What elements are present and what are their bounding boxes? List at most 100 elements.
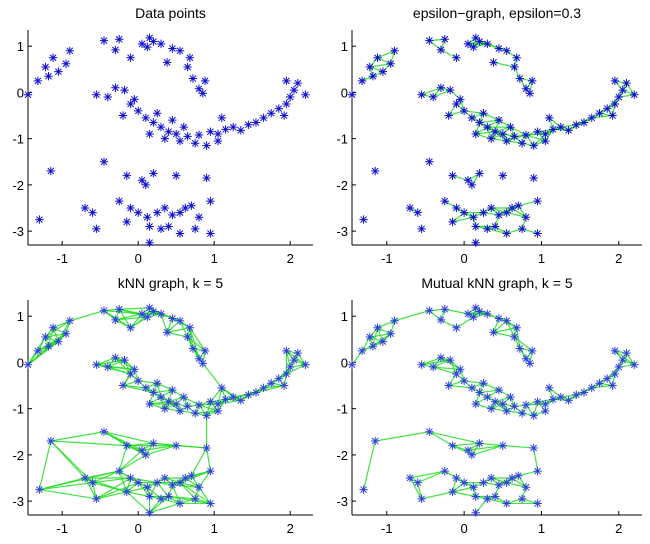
data-point-marker <box>293 78 302 88</box>
graph-edge <box>118 449 143 472</box>
graph-edge <box>521 228 538 235</box>
graph-edge <box>487 498 507 505</box>
data-point-marker <box>498 129 507 139</box>
data-point-marker <box>630 90 639 99</box>
data-point-marker <box>206 229 215 238</box>
data-point-marker <box>137 176 147 185</box>
data-point-marker <box>502 46 511 56</box>
graph-edge <box>166 327 190 333</box>
data-point-marker <box>172 399 181 409</box>
graph-edge <box>456 316 474 329</box>
data-point-marker <box>517 139 527 148</box>
graph-edge <box>52 320 71 329</box>
graph-edge <box>166 318 173 333</box>
data-point-marker <box>541 406 550 416</box>
graph-edge <box>286 364 306 375</box>
data-point-marker <box>467 383 477 393</box>
data-point-marker <box>529 443 538 453</box>
data-point-marker <box>126 323 135 332</box>
data-point-marker <box>122 487 131 497</box>
graph-edge <box>440 319 457 329</box>
data-point-marker <box>145 33 154 43</box>
graph-edge <box>107 366 131 375</box>
data-point-marker <box>149 307 158 316</box>
data-point-marker <box>282 369 291 379</box>
data-point-marker <box>164 397 173 406</box>
graph-edge <box>103 431 154 444</box>
graph-edge <box>255 384 285 394</box>
data-point-marker <box>487 404 496 413</box>
data-point-marker <box>487 473 496 483</box>
data-point-marker <box>179 122 188 132</box>
data-point-marker <box>99 427 109 436</box>
graph-edge <box>432 89 451 98</box>
data-point-marker <box>282 76 291 86</box>
graph-edge <box>69 310 105 322</box>
data-point-marker <box>475 169 484 178</box>
data-point-marker <box>436 315 446 325</box>
graph-edge <box>471 112 484 119</box>
graph-edge <box>361 336 371 352</box>
data-point-marker <box>168 385 177 395</box>
graph-edge <box>118 470 128 493</box>
data-point-marker <box>153 379 162 388</box>
graph-edge <box>118 445 128 472</box>
data-point-marker <box>172 129 181 139</box>
graph-edge <box>473 482 484 488</box>
data-point-marker <box>436 353 446 362</box>
data-point-marker <box>126 53 135 62</box>
graph-edge <box>521 404 527 414</box>
data-point-marker <box>603 104 612 113</box>
graph-edge <box>448 380 465 387</box>
data-point-marker <box>156 392 166 402</box>
data-point-marker <box>440 35 449 44</box>
data-point-marker <box>244 120 253 129</box>
data-point-marker <box>259 113 268 123</box>
data-point-marker <box>194 400 204 410</box>
data-point-marker <box>446 355 455 365</box>
data-point-marker <box>471 238 480 247</box>
graph-edge <box>473 212 484 218</box>
graph-edge <box>194 404 200 414</box>
data-point-marker <box>183 62 192 72</box>
data-point-marker <box>92 360 101 369</box>
data-point-marker <box>608 111 617 120</box>
data-points <box>23 303 310 517</box>
x-tick-label: -1 <box>381 521 393 536</box>
data-point-marker <box>48 323 58 332</box>
chart-panel-3: kNN graph, k = 5 -1 0 1 2 1 0 -1 -2 -3 <box>12 275 313 536</box>
data-point-marker <box>145 303 154 313</box>
data-point-marker <box>134 208 143 217</box>
graph-edge <box>421 491 453 500</box>
graph-edge <box>171 484 181 504</box>
graph-edge <box>206 447 211 472</box>
data-point-marker <box>452 203 461 213</box>
graph-edge <box>440 309 446 321</box>
data-point-marker <box>479 208 488 217</box>
data-point-marker <box>145 399 154 409</box>
data-point-marker <box>118 111 128 120</box>
graph-edge <box>493 327 517 333</box>
graph-edge <box>433 366 457 375</box>
graph-edge <box>417 470 446 484</box>
graph-edge <box>119 307 150 310</box>
data-point-marker <box>456 365 465 374</box>
data-point-marker <box>471 508 480 517</box>
data-point-marker <box>459 376 469 386</box>
graph-edge <box>126 491 150 498</box>
data-point-marker <box>149 37 158 46</box>
y-tick-label: 1 <box>17 39 24 54</box>
data-point-marker <box>507 203 517 213</box>
data-point-marker <box>206 196 215 206</box>
data-point-marker <box>452 53 461 62</box>
data-point-marker <box>99 36 109 45</box>
data-point-marker <box>469 312 478 322</box>
graph-edge <box>394 310 430 322</box>
graph-edge <box>409 477 423 500</box>
data-point-marker <box>164 492 173 501</box>
graph-edge <box>156 382 173 391</box>
x-tick-label: 0 <box>135 251 142 266</box>
data-point-marker <box>111 83 120 92</box>
data-point-marker <box>359 215 368 224</box>
y-tick-label: 1 <box>341 309 348 324</box>
